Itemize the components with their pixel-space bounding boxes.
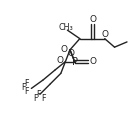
Text: F: F xyxy=(21,83,26,92)
Text: F: F xyxy=(41,94,45,103)
Text: O: O xyxy=(90,57,97,66)
Text: P: P xyxy=(72,57,78,67)
Text: F: F xyxy=(24,79,28,88)
Text: CH₃: CH₃ xyxy=(59,23,74,32)
Text: O: O xyxy=(89,15,96,24)
Text: O: O xyxy=(102,31,109,39)
Text: F: F xyxy=(33,94,38,103)
Text: O: O xyxy=(68,49,75,58)
Text: O: O xyxy=(57,56,64,65)
Text: F: F xyxy=(24,87,28,95)
Text: O: O xyxy=(61,45,68,54)
Text: F: F xyxy=(36,91,41,99)
